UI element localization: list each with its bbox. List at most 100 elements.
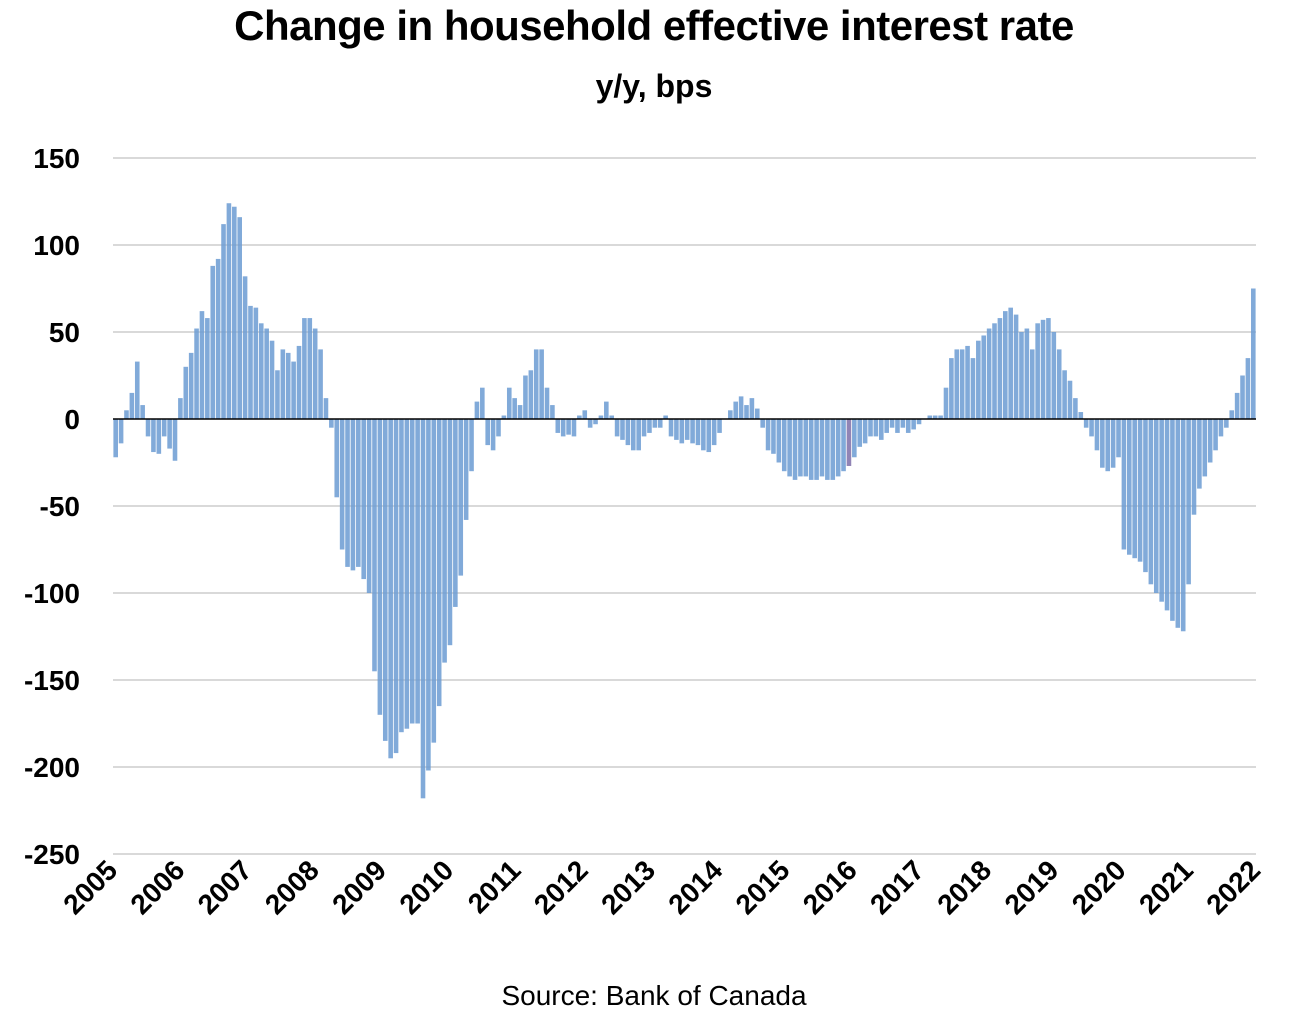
y-tick-label: 50 bbox=[49, 317, 80, 348]
x-tick-label: 2022 bbox=[1200, 854, 1266, 920]
bar bbox=[1013, 314, 1019, 419]
bar bbox=[248, 305, 253, 419]
bar bbox=[232, 206, 237, 419]
bar bbox=[1056, 349, 1062, 419]
bar bbox=[512, 398, 517, 419]
bar bbox=[205, 318, 210, 419]
bar bbox=[453, 419, 458, 607]
x-tick-label: 2011 bbox=[462, 854, 527, 919]
bar bbox=[1008, 307, 1013, 419]
bar bbox=[798, 419, 803, 477]
bar bbox=[701, 419, 706, 451]
bar bbox=[1127, 419, 1132, 555]
bar bbox=[140, 405, 145, 419]
bar bbox=[145, 419, 151, 437]
bar bbox=[943, 387, 949, 419]
bar bbox=[846, 419, 852, 466]
bar bbox=[852, 419, 857, 458]
y-tick-label: 0 bbox=[64, 404, 80, 435]
x-tick-label: 2010 bbox=[393, 854, 459, 920]
chart-title: Change in household effective interest r… bbox=[234, 2, 1074, 49]
bar bbox=[323, 398, 329, 419]
bar bbox=[717, 419, 722, 433]
bar bbox=[469, 419, 474, 472]
bar bbox=[1110, 419, 1116, 468]
bar bbox=[161, 419, 167, 437]
bar bbox=[221, 224, 226, 419]
x-tick-label: 2008 bbox=[259, 854, 325, 920]
bar bbox=[905, 419, 911, 433]
x-tick-label: 2015 bbox=[730, 854, 796, 920]
bar bbox=[776, 419, 782, 463]
bar bbox=[1040, 319, 1046, 419]
bar bbox=[496, 419, 501, 437]
bar bbox=[738, 396, 744, 419]
bar bbox=[188, 352, 194, 419]
y-tick-label: -100 bbox=[24, 578, 80, 609]
bar bbox=[490, 419, 496, 451]
bar bbox=[544, 387, 550, 419]
x-tick-label: 2013 bbox=[595, 854, 661, 920]
bar bbox=[792, 419, 798, 480]
y-tick-label: -50 bbox=[40, 491, 80, 522]
x-tick-label: 2014 bbox=[662, 854, 728, 920]
bar bbox=[781, 419, 787, 472]
bar bbox=[258, 323, 264, 419]
bar bbox=[862, 419, 868, 444]
bar bbox=[517, 405, 523, 419]
bar bbox=[690, 419, 695, 444]
bar bbox=[1137, 419, 1143, 562]
bar bbox=[1224, 419, 1229, 428]
bar bbox=[506, 387, 512, 419]
bar bbox=[550, 405, 555, 419]
bar bbox=[566, 419, 571, 435]
bar bbox=[350, 419, 356, 571]
x-tick-label: 2006 bbox=[125, 854, 191, 920]
bar bbox=[199, 311, 205, 419]
bar bbox=[819, 419, 825, 477]
bar bbox=[1234, 392, 1240, 419]
bar bbox=[625, 419, 631, 446]
bar bbox=[744, 405, 749, 419]
bar bbox=[927, 415, 933, 419]
bar bbox=[329, 419, 334, 428]
y-tick-label: -250 bbox=[24, 839, 80, 870]
bar bbox=[474, 401, 480, 419]
bar bbox=[814, 419, 819, 480]
bar bbox=[609, 415, 615, 419]
bar bbox=[728, 410, 733, 419]
bar bbox=[765, 419, 771, 451]
bar bbox=[695, 419, 701, 446]
bar bbox=[878, 419, 884, 440]
bar bbox=[841, 419, 846, 472]
bar bbox=[938, 415, 943, 419]
bar bbox=[113, 419, 118, 458]
bar bbox=[463, 419, 469, 520]
bar bbox=[1207, 419, 1213, 463]
bar bbox=[442, 419, 447, 663]
bar bbox=[604, 401, 609, 419]
bar bbox=[129, 392, 135, 419]
bar bbox=[215, 258, 221, 419]
bar bbox=[377, 419, 383, 715]
bar bbox=[480, 387, 485, 419]
bar bbox=[1143, 419, 1148, 573]
bar bbox=[706, 419, 712, 453]
bar bbox=[1245, 358, 1251, 419]
y-tick-label: 100 bbox=[33, 230, 80, 261]
bar bbox=[1078, 412, 1084, 419]
bar bbox=[1116, 419, 1121, 458]
bar bbox=[571, 419, 577, 437]
x-tick-label: 2016 bbox=[797, 854, 863, 920]
bar bbox=[830, 419, 836, 480]
x-tick-label: 2007 bbox=[192, 854, 258, 920]
bar bbox=[134, 361, 140, 419]
bar bbox=[356, 419, 361, 567]
bar bbox=[275, 370, 280, 419]
bar bbox=[1062, 370, 1067, 419]
bar bbox=[598, 415, 604, 419]
bar bbox=[668, 419, 674, 437]
bar bbox=[1164, 419, 1170, 611]
bar bbox=[992, 323, 997, 419]
bar bbox=[1024, 328, 1030, 419]
